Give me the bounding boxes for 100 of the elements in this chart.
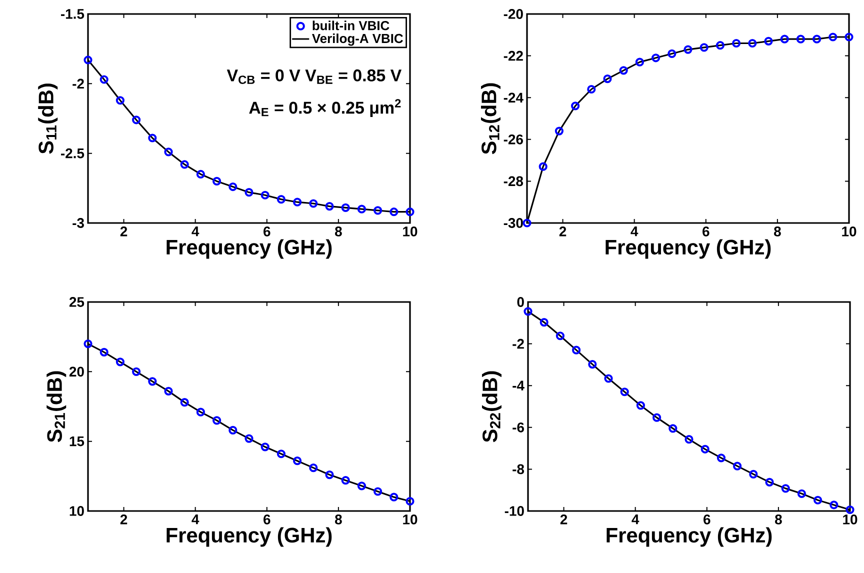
y-axis-title: S$_{21}$(dB) bbox=[46, 371, 66, 442]
x-tick-label: 6 bbox=[264, 226, 270, 236]
x-tick-label: 8 bbox=[774, 226, 781, 236]
point bbox=[309, 464, 318, 472]
point bbox=[260, 190, 270, 200]
point bbox=[212, 416, 222, 425]
point bbox=[374, 206, 382, 215]
point bbox=[164, 386, 173, 396]
point bbox=[357, 482, 366, 490]
point bbox=[341, 476, 350, 485]
point bbox=[572, 346, 581, 354]
x-tick-label: 4 bbox=[192, 226, 200, 236]
y-tick-label: -22 bbox=[504, 50, 523, 61]
x-axis-title: Frequency (GHz) bbox=[606, 239, 771, 259]
point bbox=[260, 442, 270, 452]
point bbox=[180, 160, 189, 169]
y-tick-label: 25 bbox=[69, 297, 84, 307]
point bbox=[556, 332, 565, 340]
x-tick-label: 2 bbox=[560, 514, 568, 524]
point bbox=[796, 34, 806, 44]
point bbox=[716, 454, 726, 462]
point bbox=[390, 492, 398, 502]
point bbox=[635, 58, 644, 66]
point bbox=[652, 413, 662, 422]
point bbox=[620, 388, 629, 396]
y-tick-label: -28 bbox=[504, 176, 524, 186]
y-tick-label: -24 bbox=[504, 92, 524, 102]
y-tick-label: -6 bbox=[512, 422, 524, 432]
x-axis-title: Frequency (GHz) bbox=[166, 239, 332, 259]
point bbox=[700, 444, 710, 454]
x-axis-title: Frequency (GHz) bbox=[606, 527, 772, 547]
point bbox=[668, 424, 678, 433]
point bbox=[244, 434, 254, 443]
point bbox=[390, 208, 398, 216]
point bbox=[538, 162, 548, 171]
point bbox=[587, 84, 596, 94]
point bbox=[732, 38, 741, 48]
y-tick-label: -2.5 bbox=[60, 148, 84, 158]
point bbox=[684, 435, 694, 444]
point bbox=[571, 102, 580, 110]
point bbox=[374, 487, 382, 496]
point bbox=[212, 176, 222, 186]
point bbox=[325, 470, 334, 480]
point bbox=[164, 148, 173, 156]
point bbox=[293, 198, 302, 206]
point bbox=[341, 203, 350, 212]
point bbox=[812, 34, 822, 44]
point bbox=[700, 43, 708, 52]
point bbox=[540, 318, 548, 327]
y-tick-label: -20 bbox=[504, 9, 523, 19]
point bbox=[668, 49, 676, 58]
x-tick-label: 2 bbox=[120, 226, 128, 236]
point bbox=[100, 348, 108, 356]
x-tick-label: 4 bbox=[630, 226, 638, 236]
point bbox=[325, 202, 334, 211]
x-tick-label: 2 bbox=[559, 226, 566, 236]
x-tick-label: 10 bbox=[842, 226, 856, 236]
legend-label: built-in VBIC bbox=[312, 20, 390, 30]
y-axis-title: S$_{12}$(dB) bbox=[480, 83, 500, 154]
y-tick-label: -3 bbox=[72, 218, 84, 228]
point bbox=[765, 478, 774, 486]
point bbox=[196, 170, 205, 179]
y-tick-label: 0 bbox=[517, 297, 524, 307]
point bbox=[309, 199, 318, 208]
point bbox=[132, 367, 141, 376]
point bbox=[781, 484, 790, 493]
point bbox=[276, 450, 286, 458]
y-tick-label: 10 bbox=[70, 506, 84, 516]
y-tick-label: -1.5 bbox=[60, 9, 84, 19]
y-tick-label: -2 bbox=[72, 78, 84, 89]
x-tick-label: 8 bbox=[335, 226, 342, 236]
point bbox=[293, 456, 302, 466]
point bbox=[830, 500, 838, 510]
x-tick-label: 6 bbox=[704, 514, 710, 524]
x-tick-label: 4 bbox=[192, 514, 200, 524]
point bbox=[780, 34, 789, 44]
point bbox=[684, 45, 692, 54]
y-tick-label: -4 bbox=[512, 380, 524, 390]
point bbox=[276, 195, 286, 204]
point bbox=[619, 66, 628, 75]
x-tick-label: 6 bbox=[264, 514, 270, 524]
point bbox=[797, 489, 806, 498]
x-tick-label: 10 bbox=[403, 514, 418, 524]
x-tick-label: 10 bbox=[403, 226, 418, 236]
x-axis-title: Frequency (GHz) bbox=[166, 527, 332, 547]
y-axis-title: S$_{11}$(dB) bbox=[38, 84, 58, 154]
point bbox=[148, 134, 157, 142]
point bbox=[636, 401, 646, 410]
point bbox=[716, 41, 725, 50]
x-tick-label: 2 bbox=[120, 514, 128, 524]
point bbox=[148, 377, 157, 386]
point bbox=[764, 36, 773, 46]
point bbox=[196, 408, 205, 416]
point bbox=[733, 462, 742, 470]
x-tick-label: 10 bbox=[843, 514, 858, 524]
point bbox=[84, 340, 92, 348]
annotation: A$_{E}$ = 0.5 × 0.25 μm$^{2}$ bbox=[249, 99, 401, 118]
point bbox=[228, 182, 238, 192]
point bbox=[844, 32, 854, 42]
point bbox=[228, 426, 238, 434]
